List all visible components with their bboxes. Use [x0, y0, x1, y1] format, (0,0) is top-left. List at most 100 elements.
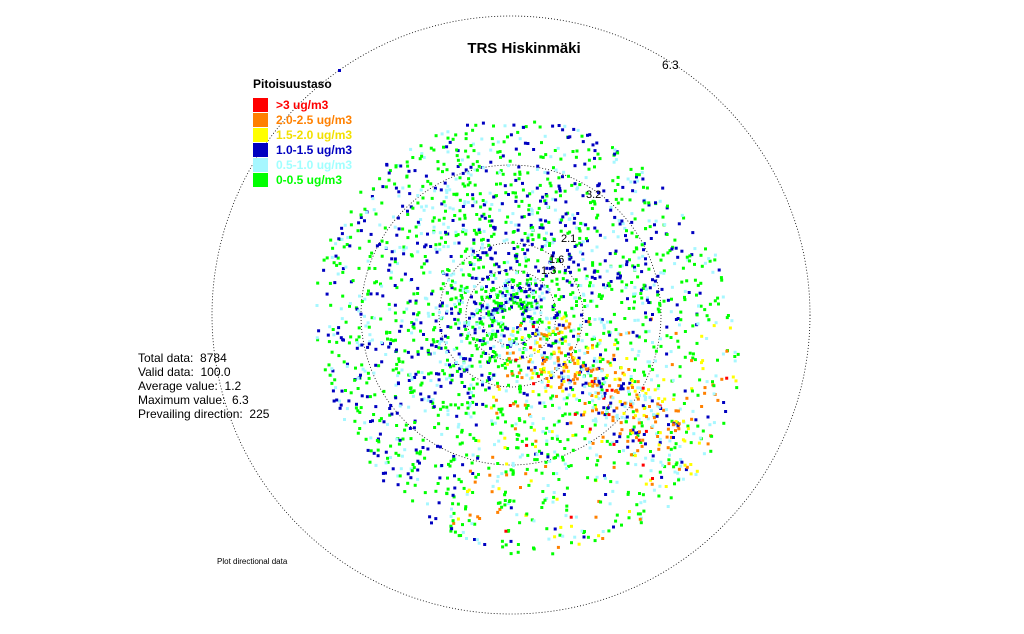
data-point	[685, 279, 689, 283]
data-point	[545, 337, 549, 341]
data-point	[492, 311, 496, 315]
data-point	[468, 402, 472, 405]
data-point	[464, 168, 468, 172]
data-point	[596, 342, 600, 346]
data-point	[554, 190, 558, 194]
data-point	[393, 225, 397, 229]
data-point	[574, 278, 578, 282]
data-point	[386, 422, 389, 426]
data-point	[658, 199, 662, 203]
data-point	[440, 304, 444, 308]
data-point	[709, 449, 713, 453]
data-point	[506, 344, 510, 348]
data-point	[446, 476, 449, 480]
data-point	[365, 381, 369, 385]
data-point	[450, 311, 454, 315]
data-point	[457, 326, 461, 330]
data-point	[510, 372, 514, 376]
data-point	[616, 391, 620, 394]
data-point	[455, 154, 459, 158]
data-point	[465, 368, 469, 372]
data-point	[444, 209, 447, 213]
data-point	[529, 207, 533, 211]
data-point	[626, 177, 630, 181]
data-point	[341, 267, 345, 271]
data-point	[372, 371, 376, 375]
data-point	[580, 339, 584, 343]
data-point	[493, 351, 497, 354]
data-point	[568, 347, 572, 351]
data-point	[549, 257, 553, 261]
data-point	[480, 285, 484, 289]
legend-swatch	[253, 157, 268, 172]
data-point	[633, 285, 637, 289]
data-point	[416, 459, 420, 463]
data-point	[552, 350, 556, 354]
data-point	[518, 356, 522, 360]
data-point	[651, 454, 655, 458]
data-point	[733, 350, 737, 354]
data-point	[631, 386, 634, 389]
data-point	[546, 453, 550, 457]
data-point	[716, 296, 720, 300]
data-point	[483, 543, 487, 546]
data-point	[370, 251, 374, 255]
data-point	[475, 213, 479, 216]
data-point	[713, 258, 717, 262]
data-point	[410, 390, 414, 394]
data-point	[614, 519, 618, 523]
data-point	[471, 400, 475, 404]
data-point	[490, 137, 494, 141]
data-point	[395, 437, 399, 441]
data-point	[629, 401, 633, 405]
data-point	[642, 433, 646, 436]
data-point	[355, 341, 359, 345]
data-point	[524, 125, 528, 129]
data-point	[512, 123, 516, 127]
data-point	[697, 304, 700, 308]
data-point	[438, 342, 441, 346]
data-point	[415, 451, 419, 455]
data-point	[316, 281, 320, 285]
data-point	[427, 314, 431, 318]
data-point	[591, 406, 595, 410]
data-point	[503, 124, 507, 128]
data-point	[539, 372, 543, 376]
data-point	[563, 339, 567, 343]
data-point	[478, 302, 482, 306]
data-point	[496, 385, 500, 388]
data-point	[540, 245, 544, 249]
data-point	[604, 423, 608, 427]
data-point	[644, 257, 647, 261]
data-point	[617, 450, 621, 453]
data-point	[457, 352, 461, 356]
data-point	[490, 312, 494, 316]
data-point	[657, 397, 661, 401]
ring-label: 1.6	[549, 254, 564, 266]
data-point	[644, 456, 648, 460]
data-point	[625, 229, 628, 233]
stat-row: Valid data: 100.0	[138, 365, 269, 379]
data-point	[578, 236, 582, 240]
data-point	[511, 280, 515, 284]
data-point	[541, 430, 545, 434]
data-point	[561, 455, 564, 459]
data-point	[544, 460, 548, 464]
data-point	[488, 191, 492, 195]
data-point	[432, 231, 436, 235]
data-point	[366, 259, 370, 263]
data-point	[611, 223, 615, 227]
data-point	[562, 375, 566, 379]
data-point	[517, 364, 521, 368]
data-point	[484, 200, 488, 204]
data-point	[471, 472, 475, 475]
data-point	[545, 194, 549, 198]
data-point	[614, 338, 618, 342]
data-point	[542, 333, 546, 337]
data-point	[527, 258, 530, 262]
data-point	[494, 353, 498, 357]
data-point	[685, 396, 689, 400]
data-point	[671, 245, 675, 249]
data-point	[632, 425, 636, 429]
data-point	[584, 367, 588, 371]
